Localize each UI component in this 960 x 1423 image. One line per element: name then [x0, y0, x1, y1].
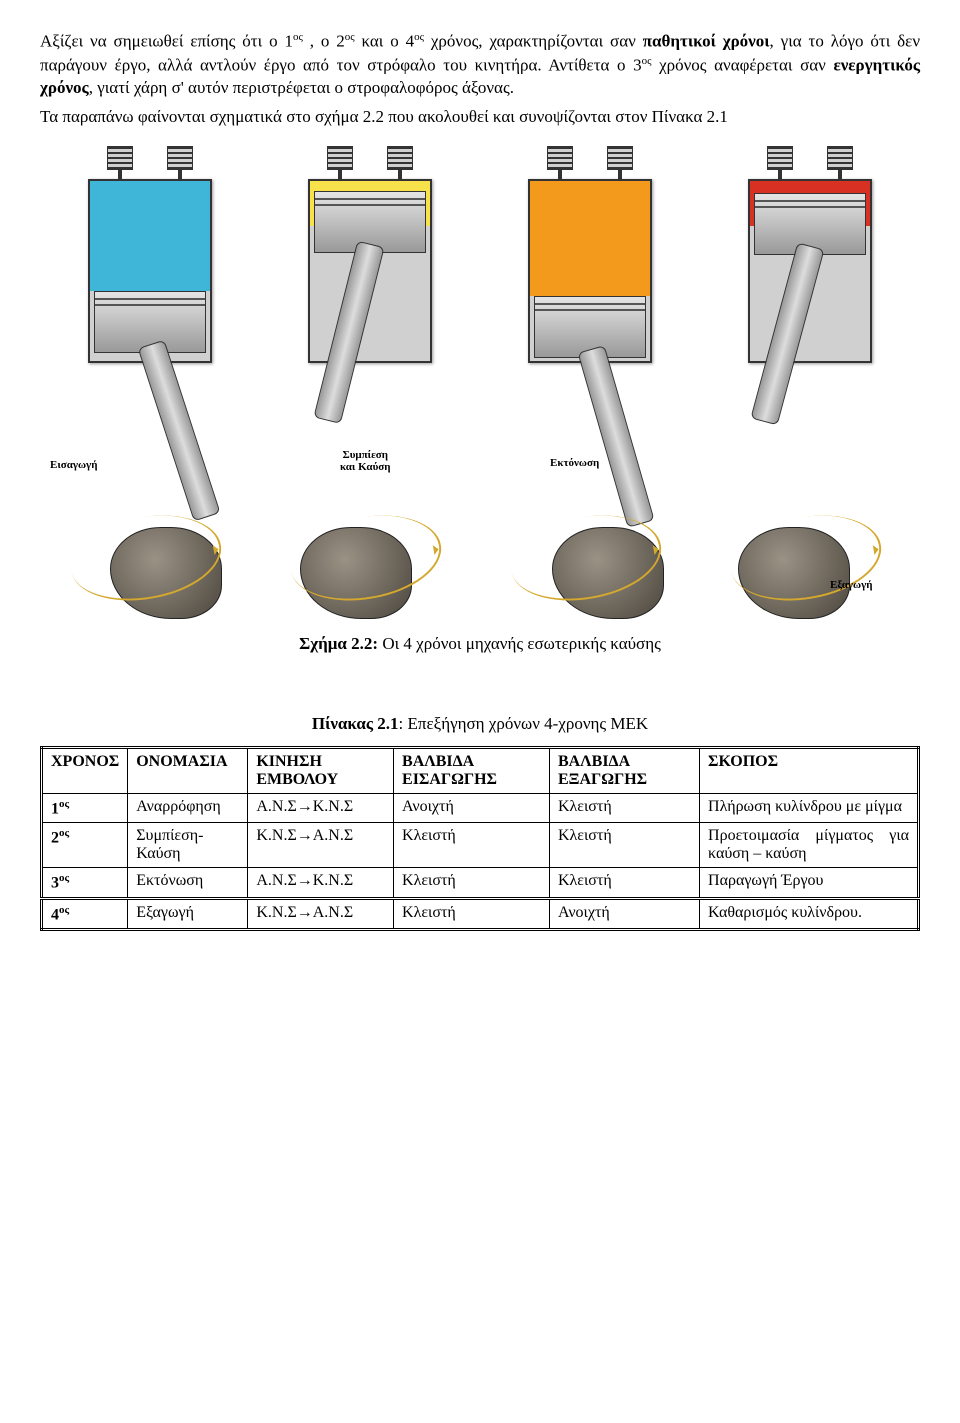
intro-paragraph-2: Τα παραπάνω φαίνονται σχηματικά στο σχήμ…: [40, 106, 920, 129]
th-chronos: ΧΡΟΝΟΣ: [42, 748, 128, 794]
cylinder-3: Εκτόνωση: [490, 149, 690, 619]
valve-right-icon: [165, 146, 195, 181]
table-row: 1οςΑναρρόφησηΑ.Ν.Σ→Κ.Ν.ΣΑνοιχτήΚλειστήΠλ…: [42, 794, 919, 823]
p1c: και ο 4: [355, 32, 415, 51]
caption-rest: Οι 4 χρόνοι μηχανής εσωτερικής καύσης: [378, 634, 661, 653]
strokes-table: ΧΡΟΝΟΣ ΟΝΟΜΑΣΙΑ ΚΙΝΗΣΗ ΕΜΒΟΛΟΥ ΒΑΛΒΙΔΑ Ε…: [40, 746, 920, 931]
cylinder-2: Συμπίεση και Καύση: [270, 149, 470, 619]
cell-c3: Ανοιχτή: [394, 794, 550, 823]
table-header-row: ΧΡΟΝΟΣ ΟΝΟΜΑΣΙΑ ΚΙΝΗΣΗ ΕΜΒΟΛΟΥ ΒΑΛΒΙΔΑ Ε…: [42, 748, 919, 794]
cell-c1: Εξαγωγή: [128, 898, 248, 929]
caption-bold: Σχήμα 2.2:: [299, 634, 378, 653]
cell-c5: Καθαρισμός κυλίνδρου.: [700, 898, 919, 929]
combustion-chamber: [90, 181, 210, 291]
cell-c2: Α.Ν.Σ→Κ.Ν.Σ: [248, 794, 394, 823]
figure-caption: Σχήμα 2.2: Οι 4 χρόνοι μηχανής εσωτερική…: [40, 634, 920, 654]
table-row: 4οςΕξαγωγήΚ.Ν.Σ→Α.Ν.ΣΚλειστήΑνοιχτήΚαθαρ…: [42, 898, 919, 929]
cell-c3: Κλειστή: [394, 898, 550, 929]
cell-c3: Κλειστή: [394, 868, 550, 898]
p1d: χρόνος, χαρακτηρίζονται σαν: [424, 32, 643, 51]
bold1: παθητικοί χρόνοι: [643, 32, 770, 51]
p1b: , ο 2: [303, 32, 345, 51]
table-title-bold: Πίνακας 2.1: [312, 714, 399, 733]
connecting-rod: [578, 345, 655, 528]
cell-chronos: 1ος: [42, 794, 128, 823]
cylinder-body: [528, 179, 652, 363]
cell-c4: Ανοιχτή: [549, 898, 699, 929]
cell-c2: Κ.Ν.Σ→Α.Ν.Σ: [248, 898, 394, 929]
sup1: ος: [293, 31, 303, 43]
table-title-rest: : Επεξήγηση χρόνων 4-χρονης ΜΕΚ: [399, 714, 649, 733]
cylinder-label: Εξαγωγή: [830, 579, 873, 591]
cell-chronos: 4ος: [42, 898, 128, 929]
intro-paragraph: Αξίζει να σημειωθεί επίσης ότι ο 1ος , ο…: [40, 30, 920, 100]
valve-left-icon: [545, 146, 575, 181]
cell-c1: Εκτόνωση: [128, 868, 248, 898]
th-valvida-eis: ΒΑΛΒΙΔΑ ΕΙΣΑΓΩΓΗΣ: [394, 748, 550, 794]
cell-c1: Συμπίεση-Καύση: [128, 823, 248, 868]
valve-right-icon: [825, 146, 855, 181]
valve-right-icon: [385, 146, 415, 181]
cell-c4: Κλειστή: [549, 794, 699, 823]
cell-chronos: 3ος: [42, 868, 128, 898]
th-skopos: ΣΚΟΠΟΣ: [700, 748, 919, 794]
valve-right-icon: [605, 146, 635, 181]
table-title: Πίνακας 2.1: Επεξήγηση χρόνων 4-χρονης Μ…: [40, 714, 920, 734]
cell-chronos: 2ος: [42, 823, 128, 868]
cell-c1: Αναρρόφηση: [128, 794, 248, 823]
sup3: ος: [414, 31, 424, 43]
p1g: , γιατί χάρη σ' αυτόν περιστρέφεται ο στ…: [89, 78, 514, 97]
table-row: 3οςΕκτόνωσηΑ.Ν.Σ→Κ.Ν.ΣΚλειστήΚλειστήΠαρα…: [42, 868, 919, 898]
cell-c2: Α.Ν.Σ→Κ.Ν.Σ: [248, 868, 394, 898]
sup2: ος: [345, 31, 355, 43]
valve-left-icon: [105, 146, 135, 181]
th-kinisi: ΚΙΝΗΣΗ ΕΜΒΟΛΟΥ: [248, 748, 394, 794]
sup4: ος: [642, 55, 652, 67]
engine-strokes-figure: Εισαγωγή Συμπίεση και Καύση Εκτόνωση Εξαγωγ…: [40, 149, 920, 619]
valve-left-icon: [765, 146, 795, 181]
cell-c5: Προετοιμασία μίγματος για καύση – καύση: [700, 823, 919, 868]
cell-c5: Πλήρωση κυλίνδρου με μίγμα: [700, 794, 919, 823]
cell-c4: Κλειστή: [549, 868, 699, 898]
connecting-rod: [138, 340, 221, 522]
cylinder-label: Εισαγωγή: [50, 459, 97, 471]
cylinder-1: Εισαγωγή: [50, 149, 250, 619]
valve-left-icon: [325, 146, 355, 181]
p1a: Αξίζει να σημειωθεί επίσης ότι ο 1: [40, 32, 293, 51]
combustion-chamber: [530, 181, 650, 296]
th-onomasia: ΟΝΟΜΑΣΙΑ: [128, 748, 248, 794]
cylinder-4: Εξαγωγή: [710, 149, 910, 619]
cell-c2: Κ.Ν.Σ→Α.Ν.Σ: [248, 823, 394, 868]
cylinder-body: [88, 179, 212, 363]
cell-c4: Κλειστή: [549, 823, 699, 868]
th-valvida-ex: ΒΑΛΒΙΔΑ ΕΞΑΓΩΓΗΣ: [549, 748, 699, 794]
cell-c5: Παραγωγή Έργου: [700, 868, 919, 898]
cylinder-label: Συμπίεση και Καύση: [340, 449, 391, 473]
table-row: 2οςΣυμπίεση-ΚαύσηΚ.Ν.Σ→Α.Ν.ΣΚλειστήΚλεισ…: [42, 823, 919, 868]
cell-c3: Κλειστή: [394, 823, 550, 868]
p1f: χρόνος αναφέρεται σαν: [651, 55, 833, 74]
cylinder-label: Εκτόνωση: [550, 457, 599, 469]
